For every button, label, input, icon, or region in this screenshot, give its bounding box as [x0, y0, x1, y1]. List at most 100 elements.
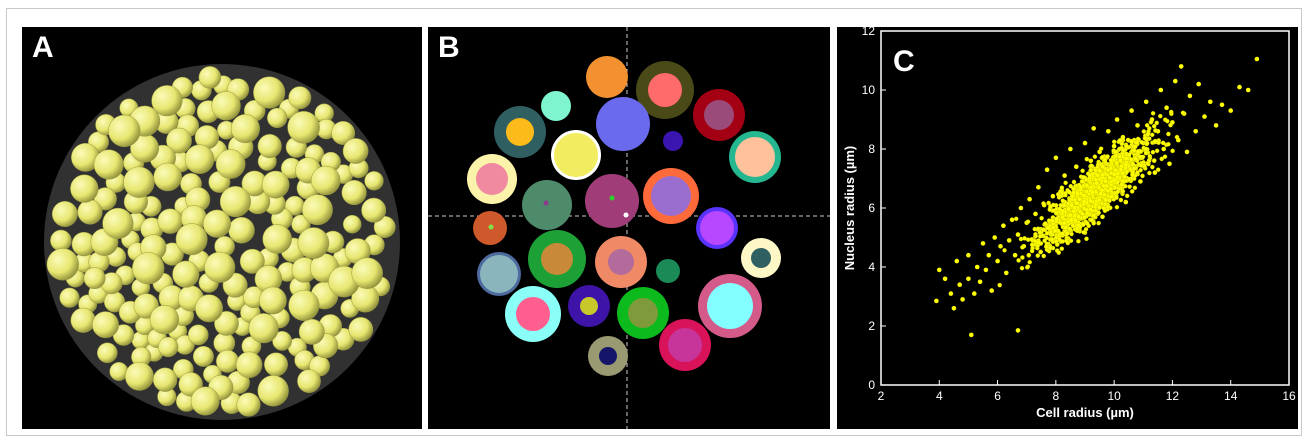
cell-sphere — [166, 127, 192, 154]
scatter-point — [1053, 155, 1059, 161]
scatter-point — [1098, 146, 1104, 151]
scatter-point — [1046, 200, 1051, 206]
scatter-point — [1135, 170, 1140, 175]
scatter-point — [969, 332, 974, 338]
scatter-point — [1081, 222, 1086, 227]
x-tick-label: 6 — [994, 389, 1001, 403]
scatter-point — [1107, 175, 1113, 181]
scatter-point — [1082, 140, 1088, 146]
scatter-point — [1015, 328, 1021, 333]
cell-sphere — [124, 361, 154, 391]
scatter-point — [1057, 206, 1062, 212]
cell-disc — [586, 56, 628, 98]
scatter-point — [1053, 228, 1058, 234]
y-tick-label: 2 — [868, 319, 875, 333]
scatter-point — [983, 267, 989, 273]
scatter-point — [1115, 189, 1121, 195]
scatter-point — [1187, 93, 1193, 99]
scatter-point — [937, 267, 942, 273]
scatter-point — [1006, 238, 1012, 243]
scatter-point — [1138, 167, 1143, 173]
scatter-point — [1065, 230, 1070, 236]
scatter-point — [1078, 184, 1084, 190]
scatter-point — [1138, 179, 1143, 184]
cell-sphere — [361, 197, 387, 223]
marker-dot — [488, 224, 494, 230]
cell-sphere — [236, 392, 261, 417]
scatter-point — [1133, 156, 1138, 162]
scatter-point — [998, 244, 1003, 249]
y-axis-label: Nucleus radius (µm) — [842, 146, 857, 271]
cell-sphere — [248, 313, 279, 344]
scatter-point — [1037, 234, 1043, 239]
scatter-point — [1124, 169, 1130, 175]
scatter-point — [1118, 157, 1123, 163]
scatter-point — [1114, 180, 1120, 185]
scatter-point — [1124, 156, 1129, 161]
nucleus-disc — [541, 243, 573, 275]
scatter-point — [1115, 171, 1121, 176]
scatter-point — [1081, 193, 1087, 198]
scatter-point — [1147, 170, 1152, 176]
cell-sphere — [102, 207, 134, 239]
scatter-point — [1097, 205, 1102, 210]
scatter-point — [957, 282, 962, 287]
scatter-point — [1081, 230, 1086, 235]
scatter-point — [1100, 154, 1105, 160]
scatter-point — [1114, 204, 1120, 210]
scatter-point — [1132, 185, 1138, 191]
scatter-point — [1074, 164, 1079, 169]
scatter-point — [1070, 193, 1075, 199]
scatter-point — [1055, 192, 1061, 197]
scatter-point — [1064, 238, 1069, 243]
scatter-point — [1041, 253, 1046, 259]
scatter-point — [1085, 221, 1090, 226]
scatter-point — [1113, 153, 1118, 159]
cell-sphere — [172, 260, 200, 288]
scatter-point — [1193, 129, 1198, 134]
scatter-point — [1091, 212, 1096, 218]
scatter-point — [986, 252, 992, 258]
cell-sphere — [59, 287, 80, 308]
scatter-point — [1184, 149, 1190, 155]
scatter-point — [1144, 123, 1150, 128]
scatter-point — [972, 291, 977, 296]
scatter-point — [1084, 236, 1089, 242]
cell-sphere — [204, 251, 236, 283]
cell-sphere — [211, 91, 241, 121]
cell-sphere — [51, 201, 78, 227]
cell-sphere — [297, 369, 321, 393]
nucleus-disc — [700, 211, 734, 245]
scatter-point — [1041, 227, 1046, 232]
cell-sphere — [261, 170, 290, 199]
cell-disc — [656, 259, 680, 283]
y-tick-label: 4 — [868, 260, 875, 274]
scatter-point — [1124, 144, 1129, 149]
scatter-point — [997, 282, 1002, 288]
scatter-point — [1090, 189, 1095, 195]
scatter-point — [1154, 148, 1160, 154]
cell-sphere — [214, 311, 239, 336]
scatter-point — [1085, 210, 1090, 216]
x-tick-label: 16 — [1282, 389, 1296, 403]
scatter-point — [1050, 193, 1056, 199]
cell-sphere — [175, 223, 208, 256]
scatter-point — [1004, 270, 1009, 276]
scatter-point — [1126, 176, 1132, 182]
scatter-point — [1077, 196, 1082, 202]
scatter-point — [1096, 185, 1102, 191]
scatter-point — [1088, 167, 1094, 173]
spheroid-cells — [46, 66, 396, 417]
scatter-point — [1061, 220, 1067, 226]
scatter-point — [1073, 218, 1078, 223]
scatter-point — [1071, 186, 1076, 192]
scatter-point — [1150, 164, 1155, 170]
nucleus-disc — [476, 163, 508, 195]
cell-sphere — [267, 107, 288, 129]
cell-sphere — [272, 331, 292, 351]
scatter-point — [1002, 248, 1007, 253]
cell-sphere — [301, 194, 333, 226]
scatter-point — [1228, 108, 1233, 113]
scatter-point — [1053, 203, 1059, 208]
y-tick-label: 10 — [862, 83, 876, 97]
